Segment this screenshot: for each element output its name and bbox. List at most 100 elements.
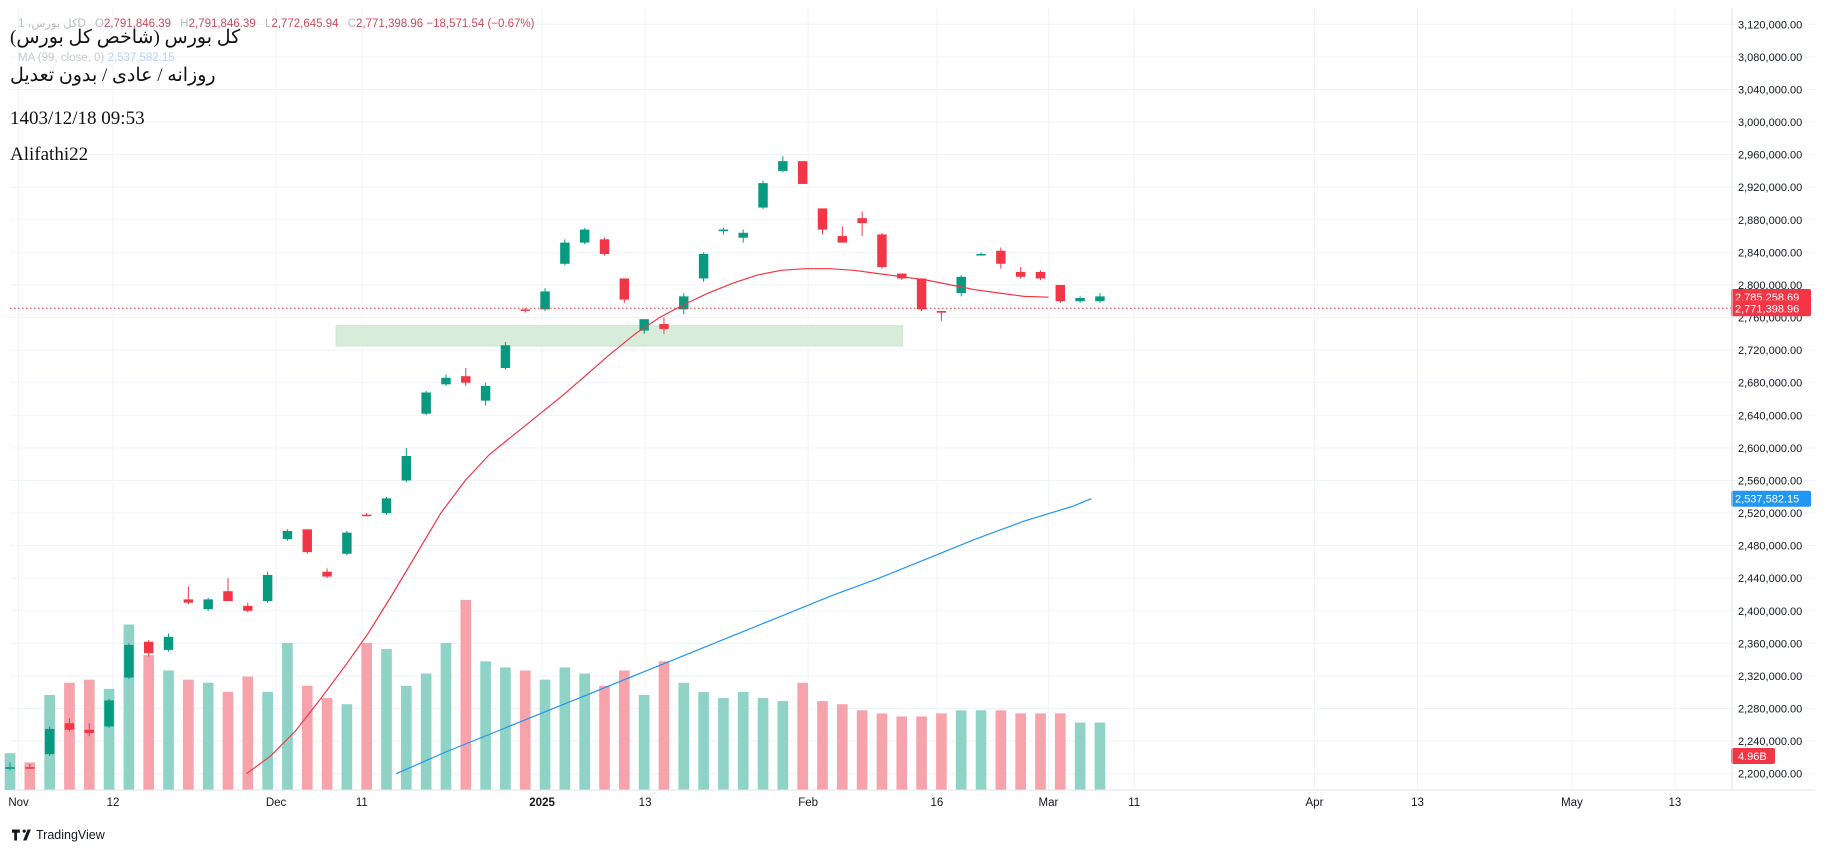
tradingview-brand[interactable]: TradingView (12, 828, 105, 842)
volume-bar (500, 667, 511, 790)
volume-bar (262, 691, 273, 790)
volume-tag-bg (1731, 748, 1775, 764)
volume-bar (222, 691, 234, 790)
legend-high: 2,791,846.39 (188, 18, 256, 30)
ma-short-line (246, 268, 1049, 775)
ma-long-price-tag-bg (1731, 490, 1811, 507)
time-tick-label: 2025 (529, 797, 555, 809)
volume-bar (737, 691, 749, 790)
candle-body (659, 324, 669, 329)
time-tick-label: Mar (1039, 797, 1059, 809)
candle-body (718, 229, 729, 232)
volume-bar (817, 701, 828, 790)
volume-bar (401, 685, 412, 790)
time-tick-label: Feb (798, 797, 818, 809)
volume-bar (1094, 722, 1106, 790)
candle-body (282, 530, 293, 540)
candle-body (619, 278, 630, 300)
volume-bar (916, 716, 927, 790)
price-tick-label: 3,080,000.00 (1738, 52, 1802, 64)
candle-body (104, 700, 114, 727)
price-tick-label: 2,440,000.00 (1738, 573, 1802, 585)
volume-bars (4, 600, 1106, 790)
price-tick-label: 2,920,000.00 (1738, 182, 1802, 194)
volume-bar (836, 704, 848, 790)
candle-body (778, 161, 788, 171)
price-tick-label: 2,360,000.00 (1738, 638, 1802, 650)
candle-body (1035, 271, 1046, 279)
candle-body (361, 514, 372, 517)
candle-body (996, 250, 1006, 264)
price-tick-label: 2,960,000.00 (1738, 150, 1802, 162)
candle-body (25, 767, 35, 769)
legend-low-label: L (264, 18, 272, 30)
volume-bar (1015, 713, 1026, 790)
volume-bar (519, 670, 531, 790)
ma-long-price-tag: 2,537,582.15 (1735, 494, 1799, 506)
tradingview-logo-icon (12, 829, 31, 841)
volume-bar (460, 600, 472, 790)
volume-bar (539, 679, 551, 790)
volume-bar (480, 661, 491, 790)
volume-bar (936, 713, 947, 790)
price-tick-label: 2,840,000.00 (1738, 247, 1802, 259)
price-tick-label: 2,800,000.00 (1738, 280, 1802, 292)
candle-body (143, 641, 154, 654)
ma-legend: MA (99, close, 0) 2,537,582.15 (18, 52, 175, 64)
time-tick-label: 13 (1411, 797, 1424, 809)
price-tick-label: 2,600,000.00 (1738, 443, 1802, 455)
volume-bar (420, 673, 432, 790)
overlay-datetime: 1403/12/18 09:53 (10, 108, 145, 129)
volume-bar (658, 661, 670, 790)
candle-body (223, 591, 233, 602)
candle-body (599, 239, 610, 255)
candle-body (679, 296, 689, 310)
volume-bar (559, 667, 571, 790)
volume-tag: 4.96B (1738, 751, 1767, 763)
candles (5, 156, 1105, 771)
volume-bar (24, 762, 36, 790)
volume-bar (163, 670, 174, 790)
candle-body (560, 242, 570, 264)
candle-body (639, 319, 649, 331)
candle-body (64, 723, 75, 730)
volume-bar (202, 682, 214, 790)
candle-body (579, 229, 590, 243)
time-tick-label: 11 (1128, 797, 1140, 809)
volume-bar (777, 701, 789, 790)
volume-bar (1074, 722, 1086, 790)
brand-label: TradingView (36, 828, 105, 842)
price-tick-label: 2,680,000.00 (1738, 378, 1802, 390)
overlay-subtitle: روزانه / عادی / بدون تعدیل (10, 65, 216, 86)
legend-change: −18,571.54 (−0.67%) (426, 18, 535, 30)
candle-body (262, 574, 273, 602)
candle-body (342, 532, 352, 554)
time-tick-label: 12 (107, 797, 120, 809)
candle-body (441, 377, 451, 385)
support-zone (335, 325, 904, 347)
candle-body (520, 309, 530, 311)
volume-bar (678, 682, 690, 790)
legend-high-label: H (180, 18, 189, 30)
candle-body (203, 599, 213, 610)
volume-bar (282, 642, 293, 790)
price-tick-label: 2,240,000.00 (1738, 736, 1802, 748)
candle-body (243, 605, 253, 611)
volume-bar (975, 710, 987, 790)
volume-bar (995, 710, 1007, 790)
volume-bar (440, 642, 452, 790)
candle-body (916, 278, 927, 310)
volume-bar (64, 682, 75, 790)
volume-bar (1054, 713, 1066, 790)
candle-body (163, 636, 174, 650)
volume-bar (361, 642, 373, 790)
ma-long-line (395, 498, 1092, 775)
candle-body (956, 276, 966, 294)
candle-body (302, 529, 312, 553)
ohlc-legend: کل بورس، 1D O2,791,846.39 H2,791,846.39 … (18, 16, 534, 30)
candle-body (5, 767, 15, 769)
volume-bar (301, 685, 313, 790)
price-tick-label: 2,880,000.00 (1738, 215, 1802, 227)
volume-bar (242, 676, 254, 790)
